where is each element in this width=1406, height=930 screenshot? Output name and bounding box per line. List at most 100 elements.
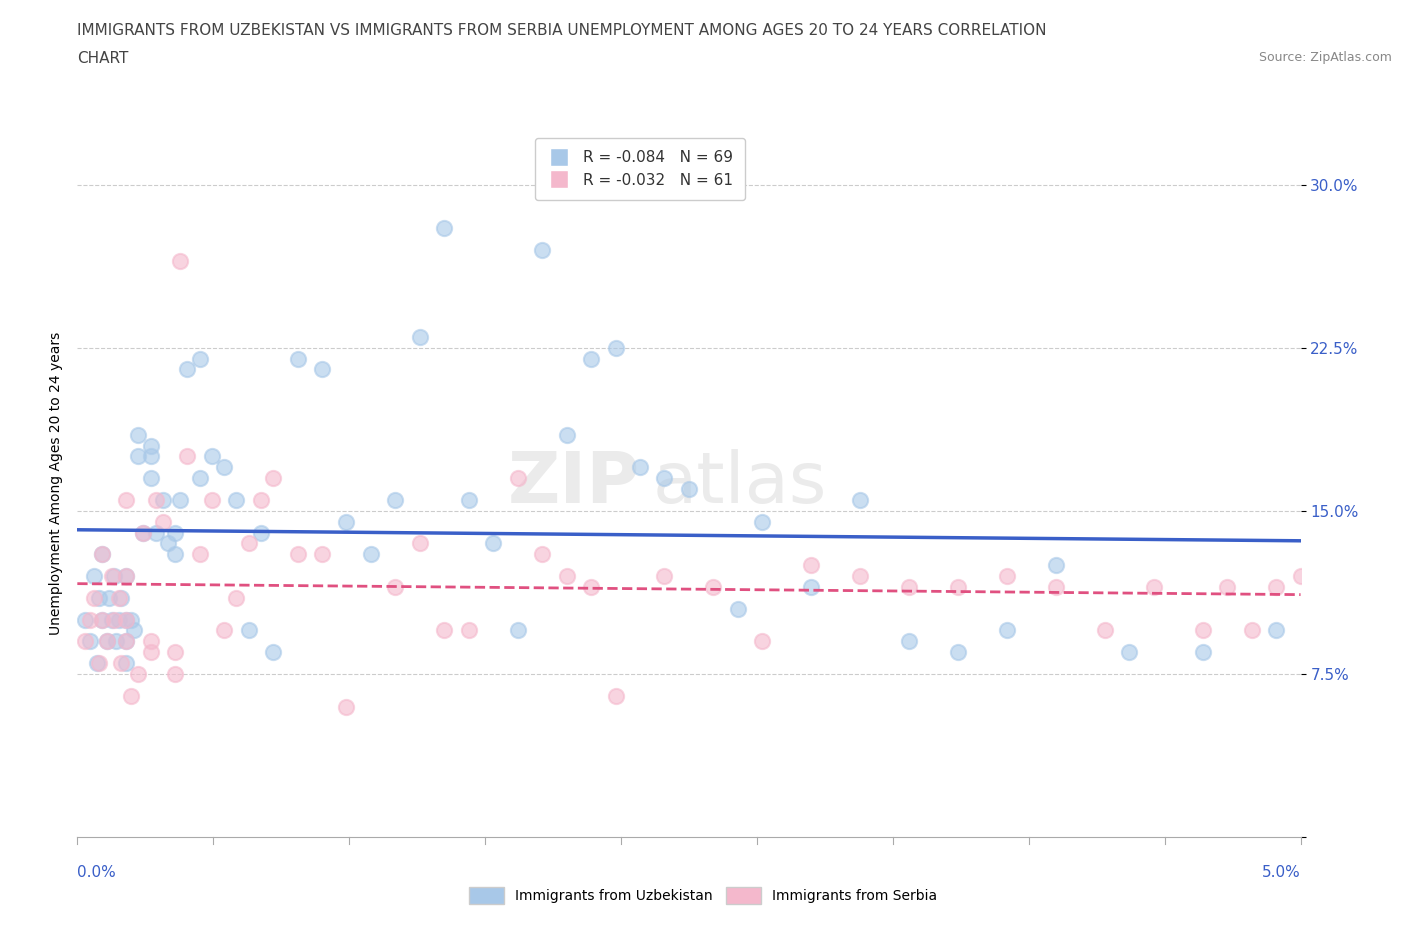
Point [115,634,138,649]
Point [115,656,138,671]
Point [409,329,432,344]
Point [262,471,284,485]
Point [1094,623,1116,638]
Point [79,612,101,627]
Point [751,514,773,529]
Point [433,623,456,638]
Point [86,656,108,671]
Point [90,547,112,562]
Point [311,362,333,377]
Text: atlas: atlas [652,449,827,518]
Point [103,568,125,583]
Point [165,547,187,562]
Point [531,547,554,562]
Point [654,471,676,485]
Point [555,427,578,442]
Point [139,634,162,649]
Point [115,612,138,627]
Point [108,591,131,605]
Point [287,547,309,562]
Point [79,634,101,649]
Point [225,493,247,508]
Point [156,536,179,551]
Point [457,623,479,638]
Point [531,243,554,258]
Point [1045,558,1067,573]
Point [628,459,651,474]
Point [727,601,749,616]
Point [506,623,529,638]
Legend: Immigrants from Uzbekistan, Immigrants from Serbia: Immigrants from Uzbekistan, Immigrants f… [464,881,942,910]
Point [115,634,138,649]
Point [115,568,138,583]
Point [110,591,132,605]
Point [654,568,676,583]
Point [360,547,382,562]
Point [90,612,112,627]
Point [132,525,155,540]
Point [127,667,149,682]
Point [108,612,131,627]
Point [90,547,112,562]
Point [127,449,149,464]
Point [898,579,921,594]
Point [201,493,224,508]
Point [1191,644,1213,659]
Point [1265,623,1288,638]
Point [176,449,198,464]
Point [73,634,96,649]
Point [678,482,700,497]
Point [995,568,1018,583]
Point [139,438,162,453]
Point [115,568,138,583]
Point [152,514,174,529]
Point [96,634,118,649]
Point [120,688,142,703]
Point [132,525,155,540]
Point [96,634,118,649]
Point [176,362,198,377]
Point [751,634,773,649]
Point [898,634,921,649]
Point [1289,568,1312,583]
Point [165,644,187,659]
Text: ZIP: ZIP [508,449,640,518]
Point [384,493,406,508]
Point [579,352,602,366]
Point [105,634,128,649]
Point [115,493,138,508]
Point [250,525,273,540]
Point [100,612,122,627]
Point [579,579,602,594]
Point [90,612,112,627]
Point [457,493,479,508]
Point [555,568,578,583]
Point [188,352,211,366]
Point [98,591,121,605]
Point [188,471,211,485]
Point [201,449,224,464]
Point [1118,644,1140,659]
Point [238,623,260,638]
Point [152,493,174,508]
Point [89,656,111,671]
Point [1045,579,1067,594]
Point [127,427,149,442]
Point [169,493,191,508]
Point [139,644,162,659]
Point [849,493,872,508]
Point [946,579,969,594]
Point [139,471,162,485]
Point [250,493,273,508]
Point [335,514,357,529]
Point [311,547,333,562]
Text: CHART: CHART [77,51,129,66]
Point [145,525,167,540]
Point [122,623,145,638]
Point [100,568,122,583]
Point [800,558,823,573]
Point [83,591,105,605]
Y-axis label: Unemployment Among Ages 20 to 24 years: Unemployment Among Ages 20 to 24 years [49,332,63,635]
Point [1240,623,1263,638]
Point [287,352,309,366]
